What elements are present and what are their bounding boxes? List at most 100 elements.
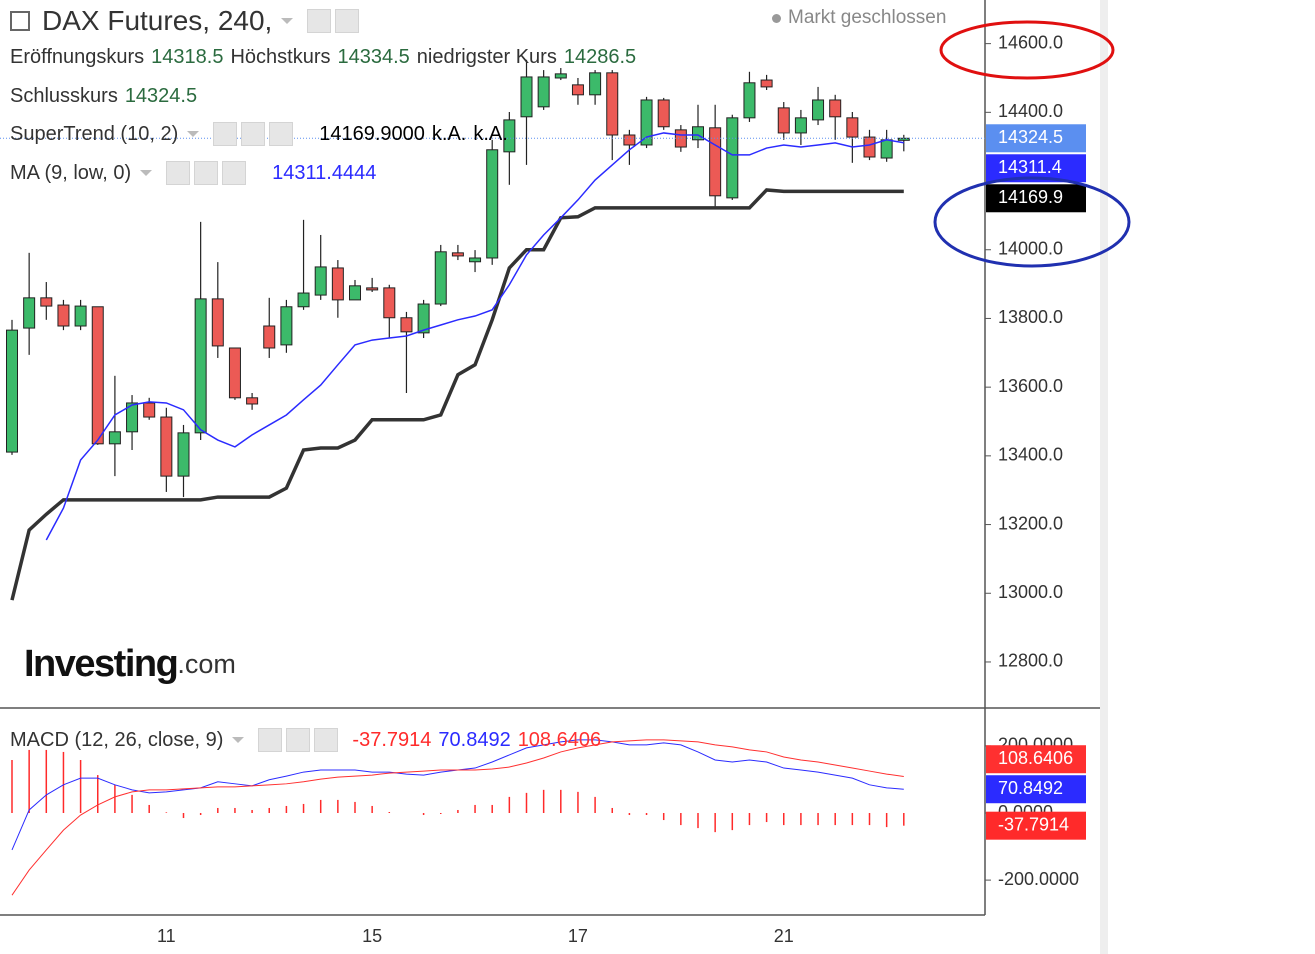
title-row: DAX Futures, 240, [10,6,363,36]
indicator-value: 108.6406 [517,729,602,751]
indicator-line [11,739,904,851]
price-label: 14324.5 [998,127,1063,147]
close-label: Schlusskurs [10,85,118,107]
high-value: 14334.5 [337,46,410,68]
y-tick-label: 13200.0 [998,513,1063,533]
x-tick-label: 21 [774,926,794,946]
dropdown[interactable] [281,18,294,24]
y-tick-label: 13600.0 [998,376,1063,396]
remove-icon[interactable] [269,122,294,146]
candle-body [829,99,842,118]
settings-icon[interactable] [286,728,311,752]
y-tick-label: 14000.0 [998,238,1063,258]
candle-body [160,416,173,477]
status-text: Markt geschlossen [788,7,947,28]
candle-body [194,298,207,434]
price-label: -37.7914 [998,814,1069,834]
candle-body [571,84,584,96]
candle-body [143,402,156,418]
candle-body [211,298,224,347]
candle-body [228,347,241,399]
logo-main: Investing [24,643,177,685]
dropdown[interactable] [187,131,200,137]
ma-legend: MA (9, low, 0) 14311.4444 [10,161,383,185]
price-label: 14311.4 [998,157,1062,177]
dropdown[interactable] [140,170,153,176]
settings-icon[interactable] [335,9,360,33]
candle-body [280,306,293,346]
price-label: 14169.9 [998,187,1063,207]
remove-icon[interactable] [222,161,247,185]
high-label: Höchstkurs [230,46,331,68]
candle-body [314,266,327,296]
candle-body [108,431,121,445]
supertrend-legend: SuperTrend (10, 2) 14169.9000 k.A. k.A. [10,122,515,146]
settings-icon[interactable] [241,122,266,146]
y-tick-label: 13400.0 [998,445,1063,465]
candle-body [657,99,670,128]
indicator-name: MACD (12, 26, close, 9) [10,729,224,751]
close-value: 14324.5 [124,85,198,107]
eye-icon[interactable] [307,9,332,33]
indicator-value: -37.7914 [352,729,432,751]
candle-body [520,76,533,118]
x-tick-label: 15 [362,926,382,946]
indicator-line [10,188,904,601]
candle-body [726,117,739,199]
price-label-box [986,811,1086,840]
candle-body [246,397,259,405]
indicator-value: 70.8492 [438,729,511,751]
collapse-button[interactable] [10,11,30,31]
indicator-name: SuperTrend (10, 2) [10,123,179,145]
x-tick-label: 11 [157,926,176,946]
indicator-value: k.A. [431,123,467,145]
candle-body [331,267,344,301]
eye-icon[interactable] [258,728,283,752]
price-label-box [986,745,1086,774]
eye-icon[interactable] [213,122,238,146]
candle-body [400,317,413,333]
logo-suffix: .com [177,649,236,679]
candle-body [263,325,276,349]
open-label: Eröffnungskurs [10,46,145,68]
candle-body [640,99,653,146]
low-value: 14286.5 [563,46,637,68]
candle-body [537,76,550,108]
y-tick-label: 13800.0 [998,307,1063,327]
dropdown[interactable] [232,737,245,743]
indicator-line [11,739,904,896]
candle-body [812,99,825,121]
price-label-box [986,124,1086,153]
candle-body [760,79,773,88]
indicator-name: MA (9, low, 0) [10,162,132,184]
candle-body [126,402,139,433]
candle-body [417,303,430,334]
annotation-ellipse [939,20,1115,80]
candle-body [366,287,379,291]
indicator-value: k.A. [473,123,508,145]
candle-body [469,257,482,263]
open-value: 14318.5 [151,46,224,68]
indicator-line [45,132,904,541]
candle-body [74,305,87,327]
eye-icon[interactable] [166,161,191,185]
candle-body [297,292,310,308]
candle-body [880,139,893,159]
remove-icon[interactable] [314,728,339,752]
candle-body [23,297,36,329]
candle-body [434,251,447,305]
candle-body [503,119,516,153]
status-dot [772,13,781,23]
price-label-box [986,775,1086,804]
candle-body [177,432,190,477]
candle-body [6,329,18,453]
close-legend: Schlusskurs 14324.5 [10,84,204,108]
logo: Investing.com [24,643,236,685]
status: Markt geschlossen [772,6,953,30]
candle-body [383,287,396,319]
right-border [1100,0,1108,954]
candle-body [486,149,499,259]
annotation-ellipse [933,176,1131,268]
settings-icon[interactable] [194,161,219,185]
